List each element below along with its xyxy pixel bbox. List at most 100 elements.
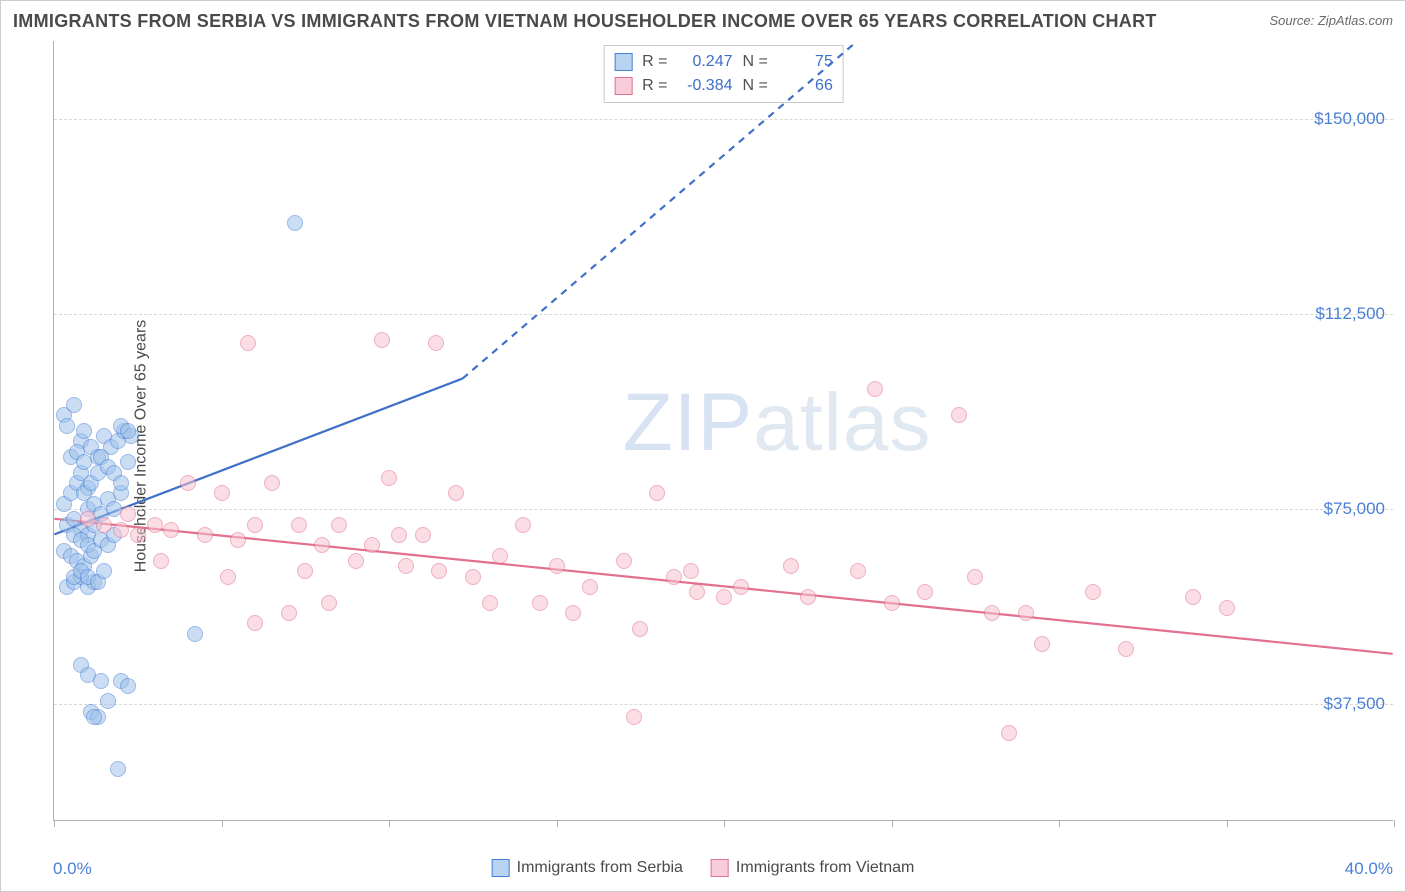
source-attribution: Source: ZipAtlas.com: [1269, 13, 1393, 28]
scatter-point: [482, 595, 498, 611]
scatter-point: [800, 589, 816, 605]
legend-swatch-blue: [492, 859, 510, 877]
scatter-point: [291, 517, 307, 533]
x-tick: [1227, 820, 1228, 827]
scatter-point: [321, 595, 337, 611]
stats-box: R = 0.247 N = 75 R = -0.384 N = 66: [603, 45, 844, 103]
scatter-point: [80, 511, 96, 527]
chart-title: IMMIGRANTS FROM SERBIA VS IMMIGRANTS FRO…: [13, 11, 1157, 32]
legend-item-serbia: Immigrants from Serbia: [492, 859, 683, 877]
x-tick: [724, 820, 725, 827]
scatter-point: [492, 548, 508, 564]
scatter-point: [113, 522, 129, 538]
scatter-point: [153, 553, 169, 569]
scatter-point: [187, 626, 203, 642]
scatter-point: [666, 569, 682, 585]
scatter-point: [632, 621, 648, 637]
scatter-point: [626, 709, 642, 725]
scatter-point: [398, 558, 414, 574]
scatter-point: [214, 485, 230, 501]
scatter-point: [86, 709, 102, 725]
stats-row-vietnam: R = -0.384 N = 66: [614, 74, 833, 98]
scatter-point: [683, 563, 699, 579]
x-tick: [1394, 820, 1395, 827]
scatter-point: [391, 527, 407, 543]
scatter-point: [66, 397, 82, 413]
scatter-point: [1118, 641, 1134, 657]
n-label-2: N =: [743, 74, 768, 98]
scatter-point: [1185, 589, 1201, 605]
stats-row-serbia: R = 0.247 N = 75: [614, 50, 833, 74]
scatter-point: [649, 485, 665, 501]
x-tick: [892, 820, 893, 827]
scatter-point: [1085, 584, 1101, 600]
x-tick: [222, 820, 223, 827]
scatter-point: [120, 454, 136, 470]
r-label-2: R =: [642, 74, 667, 98]
x-tick: [1059, 820, 1060, 827]
scatter-point: [884, 595, 900, 611]
scatter-point: [448, 485, 464, 501]
scatter-point: [431, 563, 447, 579]
scatter-point: [220, 569, 236, 585]
gridline-h: [54, 314, 1393, 315]
n-value-vietnam: 66: [778, 74, 833, 98]
legend-swatch-pink: [711, 859, 729, 877]
scatter-point: [616, 553, 632, 569]
scatter-point: [331, 517, 347, 533]
scatter-point: [689, 584, 705, 600]
scatter-point: [1034, 636, 1050, 652]
scatter-point: [120, 506, 136, 522]
scatter-point: [93, 673, 109, 689]
stats-swatch-pink: [614, 77, 632, 95]
scatter-point: [532, 595, 548, 611]
scatter-point: [348, 553, 364, 569]
watermark: ZIPatlas: [623, 376, 932, 470]
r-value-vietnam: -0.384: [678, 74, 733, 98]
scatter-point: [297, 563, 313, 579]
x-tick: [389, 820, 390, 827]
scatter-point: [247, 517, 263, 533]
scatter-point: [733, 579, 749, 595]
n-label: N =: [743, 50, 768, 74]
x-axis-max-label: 40.0%: [1345, 859, 1393, 879]
gridline-h: [54, 704, 1393, 705]
gridline-h: [54, 509, 1393, 510]
legend-label-vietnam: Immigrants from Vietnam: [736, 859, 914, 877]
scatter-point: [247, 615, 263, 631]
legend-item-vietnam: Immigrants from Vietnam: [711, 859, 914, 877]
scatter-point: [565, 605, 581, 621]
scatter-point: [147, 517, 163, 533]
scatter-point: [113, 475, 129, 491]
chart-container: IMMIGRANTS FROM SERBIA VS IMMIGRANTS FRO…: [0, 0, 1406, 892]
watermark-bold: ZIP: [623, 377, 754, 468]
scatter-point: [716, 589, 732, 605]
scatter-point: [364, 537, 380, 553]
y-tick-label: $75,000: [1324, 499, 1385, 519]
scatter-point: [867, 381, 883, 397]
scatter-point: [100, 693, 116, 709]
scatter-point: [240, 335, 256, 351]
scatter-point: [1219, 600, 1235, 616]
scatter-point: [120, 423, 136, 439]
x-axis-min-label: 0.0%: [53, 859, 92, 879]
scatter-point: [465, 569, 481, 585]
scatter-point: [917, 584, 933, 600]
scatter-point: [59, 418, 75, 434]
y-tick-label: $150,000: [1314, 109, 1385, 129]
legend-label-serbia: Immigrants from Serbia: [517, 859, 683, 877]
stats-swatch-blue: [614, 53, 632, 71]
scatter-point: [967, 569, 983, 585]
r-value-serbia: 0.247: [678, 50, 733, 74]
gridline-h: [54, 119, 1393, 120]
scatter-point: [197, 527, 213, 543]
scatter-point: [582, 579, 598, 595]
scatter-point: [281, 605, 297, 621]
y-tick-label: $37,500: [1324, 694, 1385, 714]
scatter-point: [264, 475, 280, 491]
scatter-point: [1001, 725, 1017, 741]
scatter-point: [163, 522, 179, 538]
scatter-point: [381, 470, 397, 486]
scatter-point: [415, 527, 431, 543]
scatter-point: [180, 475, 196, 491]
